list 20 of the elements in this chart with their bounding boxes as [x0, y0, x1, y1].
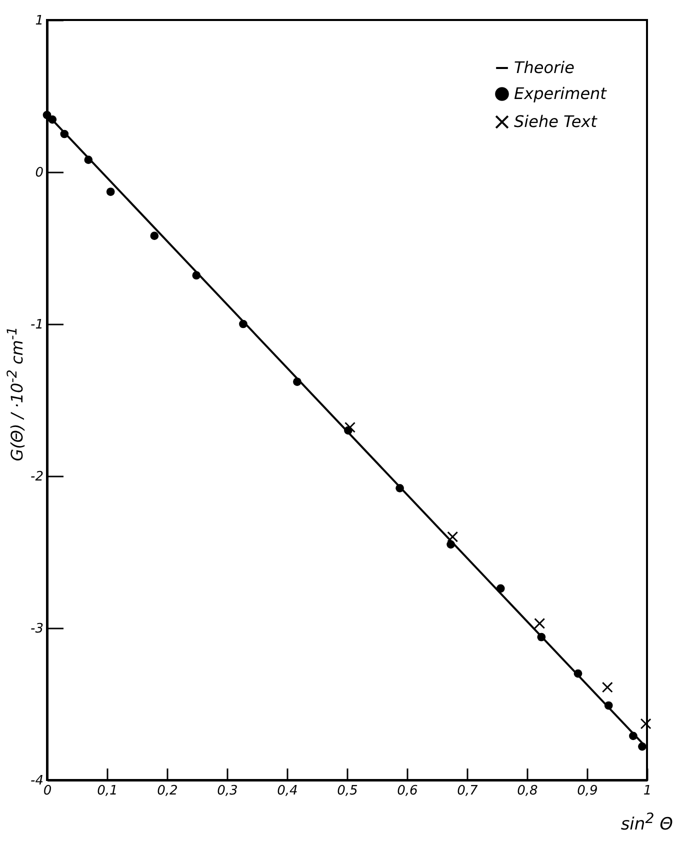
x-tick-label: 0,1 [97, 784, 118, 798]
legend-label: Siehe Text [514, 112, 598, 131]
y-tick-label: -1 [30, 318, 44, 332]
x-tick-label: 0,9 [577, 784, 598, 798]
y-tick-label: -3 [30, 622, 44, 636]
x-axis-title: sin$^{2}$ Θ [620, 811, 673, 835]
x-tick-label: 0,3 [217, 784, 238, 798]
legend-label: Experiment [514, 84, 608, 103]
y-tick-label: 0 [35, 166, 44, 180]
x-tick-label: 0,2 [157, 784, 178, 798]
y-tick-label: -4 [30, 774, 44, 788]
y-tick-label: -2 [30, 470, 44, 484]
x-tick-label: 0,7 [457, 784, 479, 798]
x-tick-label: 0,8 [517, 784, 538, 798]
x-tick-label: 0,4 [277, 784, 298, 798]
x-tick-label: 0,5 [337, 784, 358, 798]
x-tick-label: 1 [643, 784, 652, 798]
legend-label: Theorie [514, 58, 575, 77]
y-tick-label: 1 [35, 14, 44, 28]
x-tick-label: 0,6 [397, 784, 418, 798]
